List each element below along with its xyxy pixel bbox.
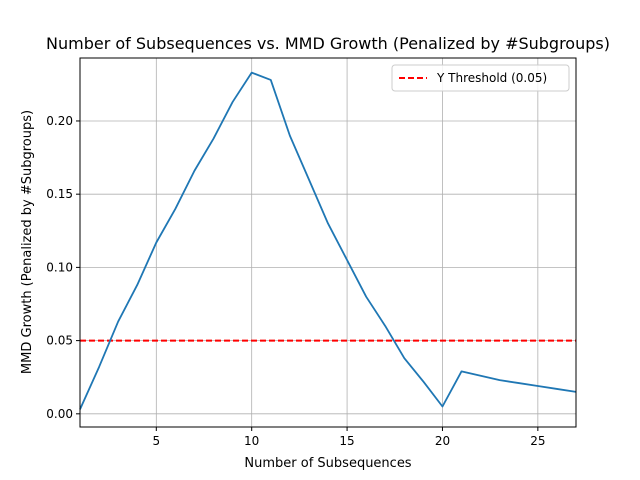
plot-area — [80, 58, 576, 427]
x-axis-label: Number of Subsequences — [244, 456, 411, 471]
y-tick-label: 0.15 — [46, 187, 73, 201]
legend-label-threshold: Y Threshold (0.05) — [436, 71, 547, 85]
x-tick-label: 20 — [435, 434, 450, 448]
x-tick-label: 25 — [530, 434, 545, 448]
x-axis-ticks: 5 10 15 20 25 — [152, 427, 545, 448]
y-axis-ticks: 0.00 0.05 0.10 0.15 0.20 — [46, 114, 80, 421]
y-tick-label: 0.00 — [46, 407, 73, 421]
y-tick-label: 0.05 — [46, 334, 73, 348]
y-tick-label: 0.20 — [46, 114, 73, 128]
y-tick-label: 0.10 — [46, 260, 73, 274]
chart-title: Number of Subsequences vs. MMD Growth (P… — [46, 34, 610, 53]
x-tick-label: 5 — [152, 434, 160, 448]
legend: Y Threshold (0.05) — [391, 64, 570, 92]
grid — [80, 58, 576, 427]
x-tick-label: 10 — [244, 434, 259, 448]
series-line — [79, 71, 577, 410]
x-tick-label: 15 — [339, 434, 354, 448]
y-axis-label: MMD Growth (Penalized by #Subgroups) — [20, 110, 35, 374]
legend-box — [391, 64, 570, 92]
plot-frame — [79, 57, 577, 428]
series-group — [79, 71, 577, 410]
